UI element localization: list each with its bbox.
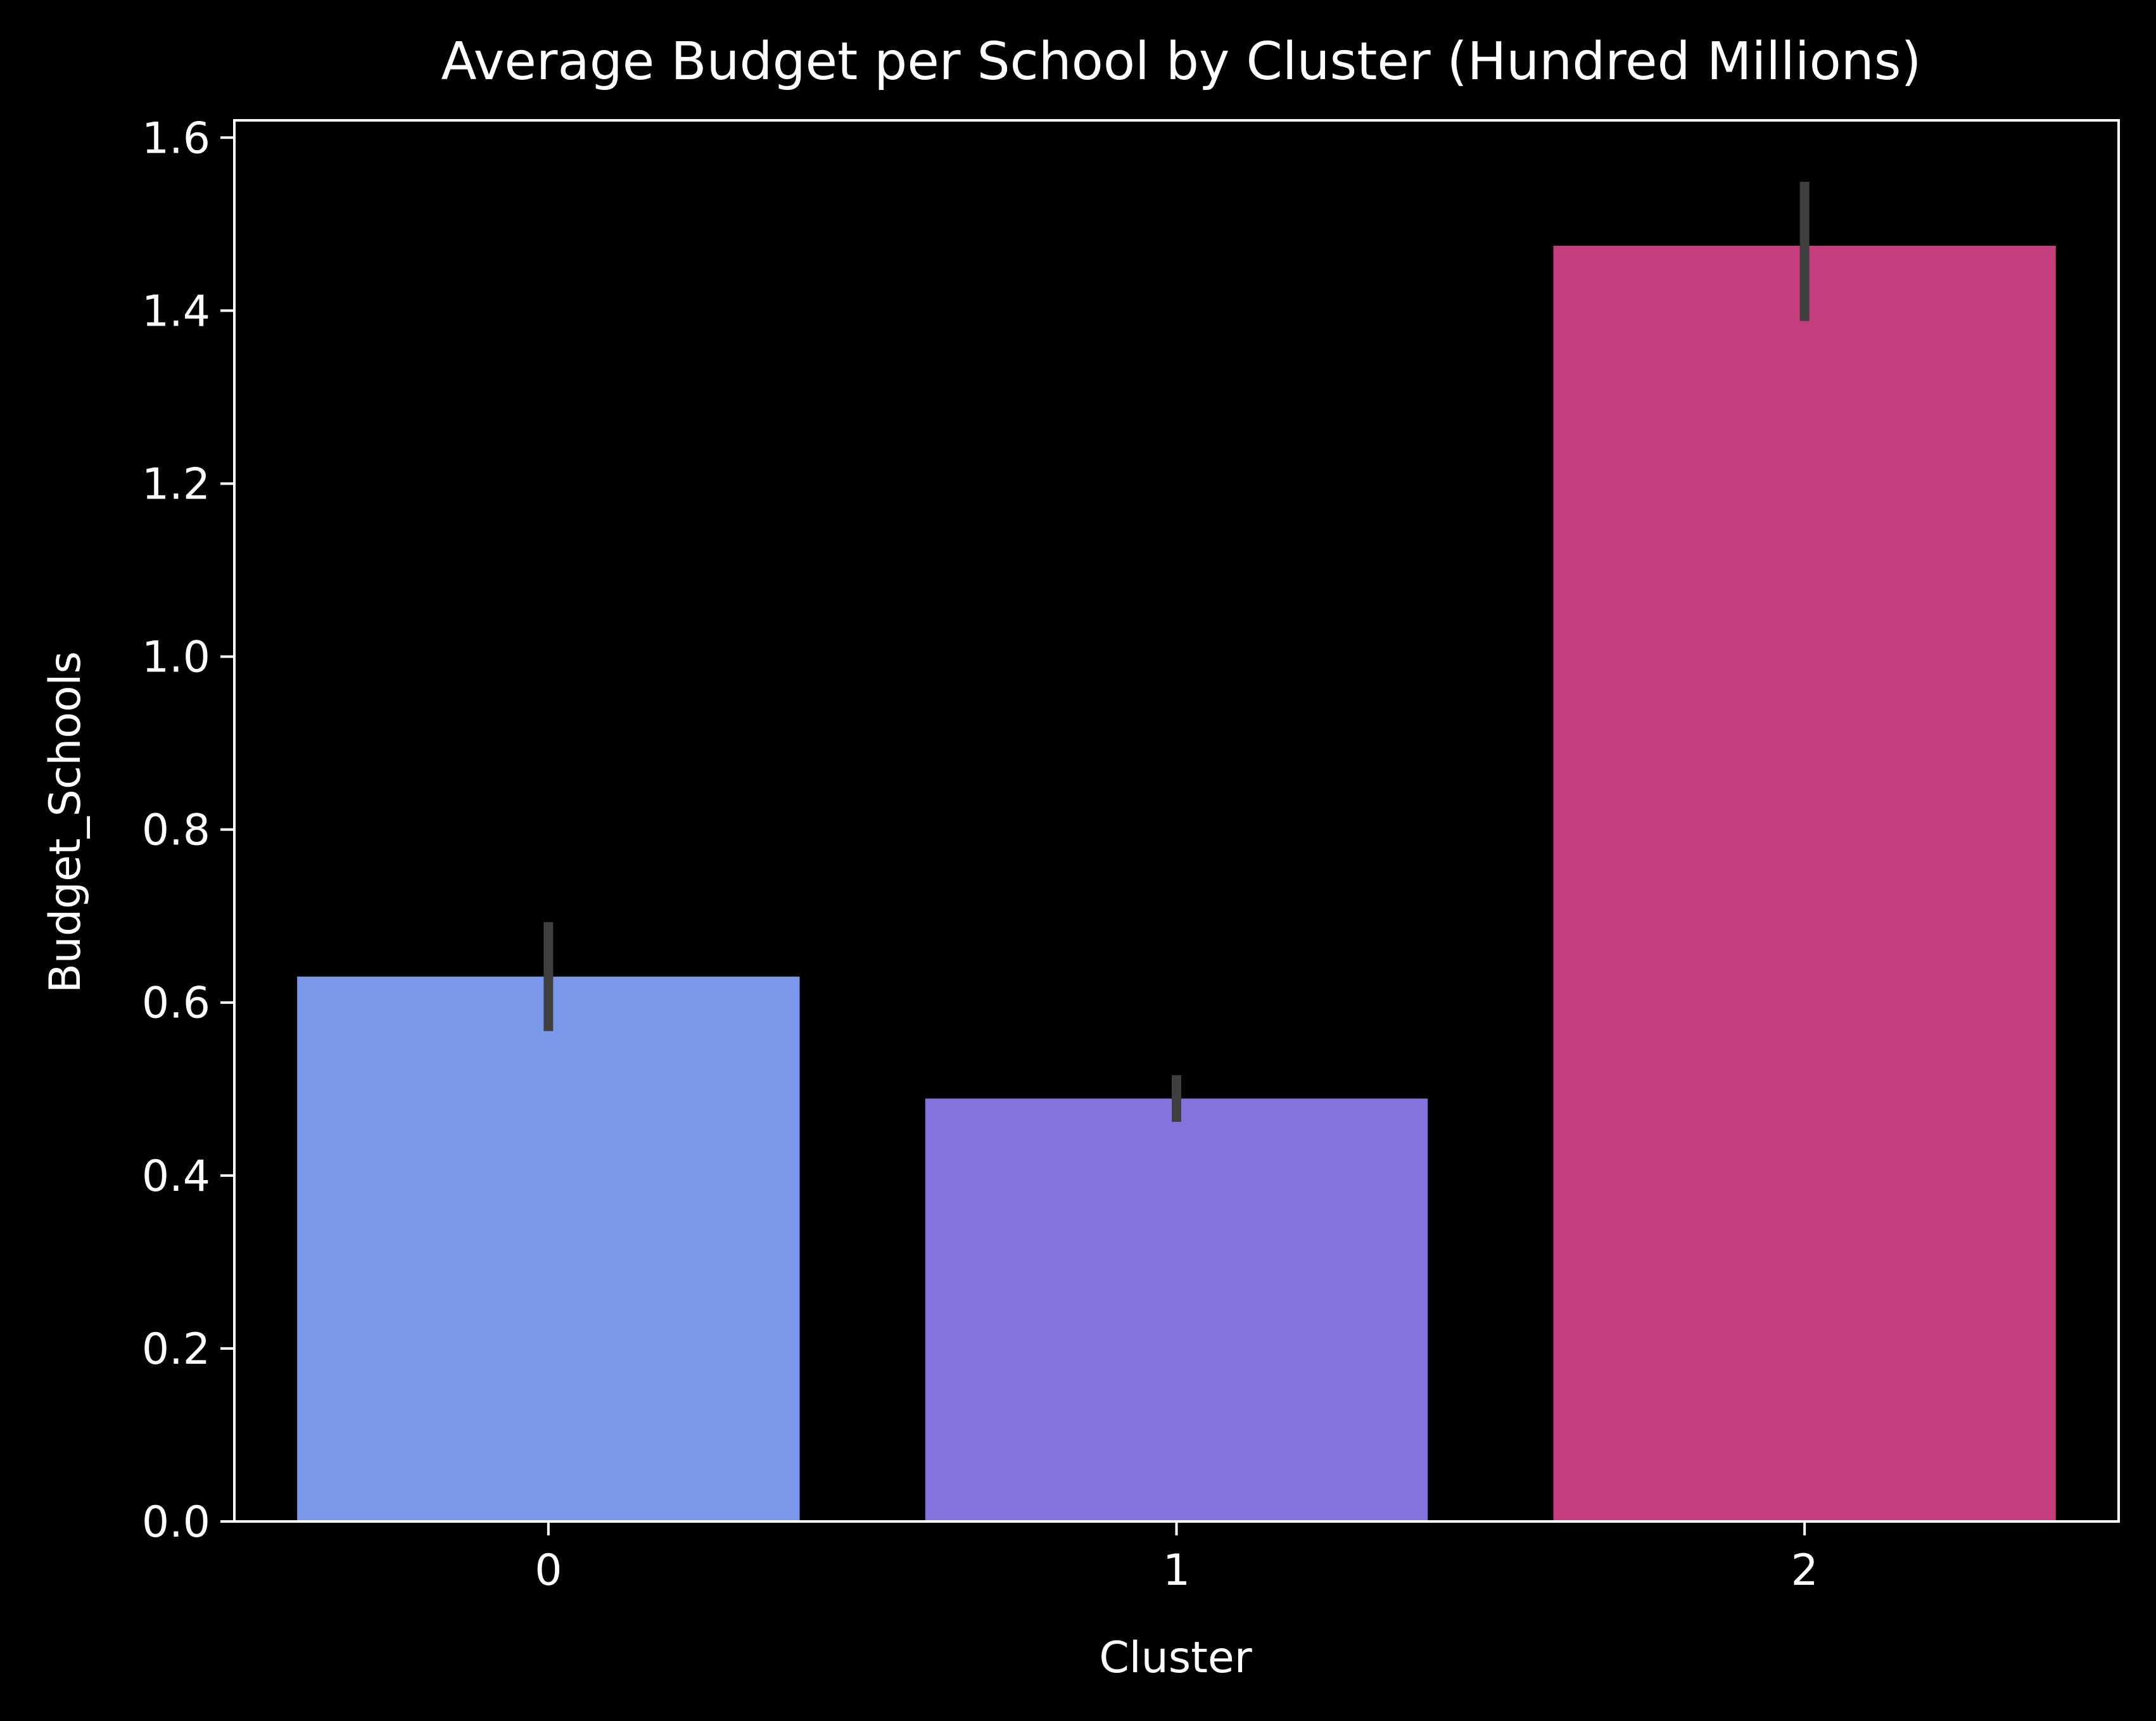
y-tick-label-0.2: 0.2 — [142, 1324, 210, 1375]
y-tick-label-0.8: 0.8 — [142, 806, 210, 856]
x-tick-label-1: 1 — [1163, 1546, 1190, 1596]
y-tick-label-0.6: 0.6 — [142, 979, 210, 1029]
y-tick-label-1.4: 1.4 — [142, 286, 210, 336]
error-bars-layer — [543, 181, 1810, 1122]
bar-cluster-1 — [925, 1098, 1428, 1521]
bars-layer — [297, 245, 2056, 1521]
y-tick-label-1.0: 1.0 — [142, 633, 210, 683]
x-axis-label: Cluster — [1099, 1633, 1252, 1683]
x-tick-label-0: 0 — [535, 1546, 562, 1596]
y-tick-label-0.0: 0.0 — [142, 1497, 210, 1547]
y-tick-label-1.6: 1.6 — [142, 113, 210, 163]
y-tick-label-1.2: 1.2 — [142, 459, 210, 509]
plot-frame — [233, 119, 2120, 1523]
x-axis-ticks: 0 1 2 — [535, 1521, 1818, 1596]
y-axis-label: Budget_Schools — [41, 651, 91, 993]
x-tick-label-2: 2 — [1791, 1546, 1818, 1596]
bar-cluster-2 — [1553, 245, 2056, 1521]
bar-cluster-0 — [297, 976, 800, 1521]
y-axis-ticks: 0.0 0.2 0.4 0.6 0.8 1.0 1.2 1.4 1.6 — [142, 113, 234, 1547]
chart-title: Average Budget per School by Cluster (Hu… — [441, 32, 1922, 92]
y-tick-label-0.4: 0.4 — [142, 1152, 210, 1202]
